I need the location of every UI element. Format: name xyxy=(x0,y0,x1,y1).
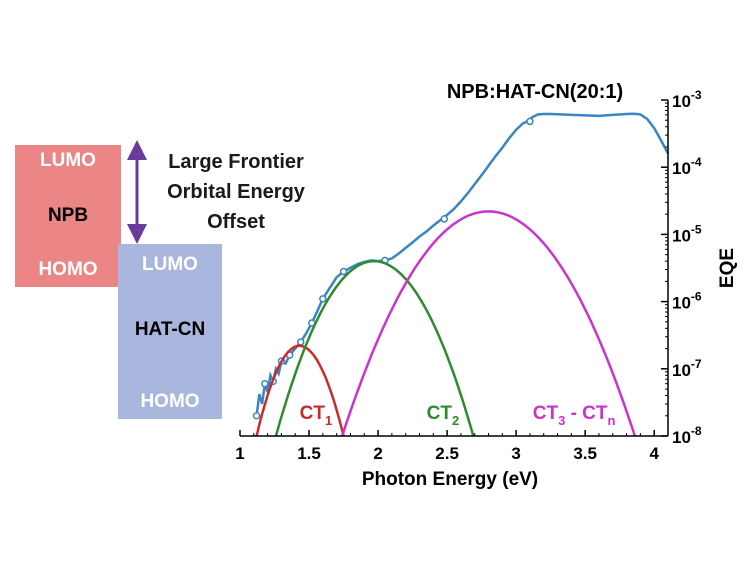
eqe-data-point xyxy=(440,215,449,223)
chart-axes xyxy=(240,100,669,437)
x-tick-label: 4 xyxy=(649,444,659,463)
hatcn-homo-label: HOMO xyxy=(140,391,200,412)
eqe-data-point xyxy=(526,117,534,126)
y-ticks: 10-8 10-7 10-6 10-5 10-4 10-3 xyxy=(661,88,702,447)
ct2-label: CT2 xyxy=(427,403,460,428)
offset-label-line-2: Orbital Energy xyxy=(167,181,305,203)
npb-energy-box: LUMO NPB HOMO xyxy=(15,145,121,287)
y-tick-label: 10-7 xyxy=(672,357,702,380)
x-tick-label: 1 xyxy=(235,444,244,463)
x-axis-label: Photon Energy (eV) xyxy=(362,469,538,490)
ct3-band-curve xyxy=(341,210,637,437)
ct1-band-curve xyxy=(255,344,345,437)
y-tick-label: 10-5 xyxy=(672,222,702,245)
ct1-label: CT1 xyxy=(300,403,333,428)
chart-title: NPB:HAT-CN(20:1) xyxy=(447,81,623,103)
ct-labels: CT1 CT2 CT3 - CTn xyxy=(300,403,616,428)
arrow-head-up xyxy=(127,140,147,160)
hatcn-energy-box: LUMO HAT-CN HOMO xyxy=(118,244,222,419)
chart-curves xyxy=(252,112,670,437)
hatcn-lumo-label: LUMO xyxy=(142,254,198,275)
eqe-measured-line xyxy=(255,112,670,416)
eqe-data-point xyxy=(319,295,327,303)
y-tick-label: 10-6 xyxy=(672,290,702,313)
x-ticks: 1 1.5 2 2.5 3 3.5 4 xyxy=(235,430,659,463)
offset-label: Large Frontier Orbital Energy Offset xyxy=(146,147,326,237)
x-tick-label: 1.5 xyxy=(297,444,321,463)
x-tick-label: 3 xyxy=(511,444,520,463)
x-tick-label: 2 xyxy=(373,444,382,463)
hatcn-name-label: HAT-CN xyxy=(134,319,206,340)
ct2-band-curve xyxy=(274,259,475,437)
ct3-label: CT3 - CTn xyxy=(533,403,616,428)
y-axis-label: EQE xyxy=(717,248,738,288)
npb-lumo-label: LUMO xyxy=(40,150,96,171)
x-tick-label: 2.5 xyxy=(435,444,459,463)
x-tick-label: 3.5 xyxy=(573,444,597,463)
y-tick-label: 10-4 xyxy=(672,155,702,178)
eqe-data-point xyxy=(261,379,269,388)
eqe-data-point xyxy=(296,338,305,346)
arrow-head-down xyxy=(127,224,147,244)
offset-label-line-1: Large Frontier xyxy=(168,151,304,173)
double-arrow-icon xyxy=(127,140,147,244)
y-tick-label: 10-8 xyxy=(672,424,702,447)
npb-name-label: NPB xyxy=(47,205,89,226)
eqe-data-point xyxy=(339,267,348,276)
y-tick-label: 10-3 xyxy=(672,88,702,111)
eqe-data-point xyxy=(252,412,261,420)
npb-homo-label: HOMO xyxy=(38,259,98,280)
offset-label-line-3: Offset xyxy=(207,211,265,233)
